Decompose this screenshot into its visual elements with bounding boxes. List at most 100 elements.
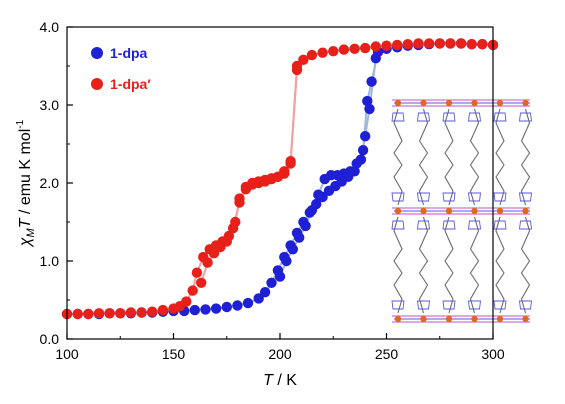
- data-point-1-dpa-prime: [181, 296, 192, 307]
- inset-pyridyl-ring: [493, 220, 507, 230]
- inset-pillar-ligand: [393, 108, 403, 206]
- data-point-1-dpa: [366, 76, 377, 87]
- data-point-1-dpa-prime: [83, 308, 94, 320]
- inset-pillar-ligand: [469, 216, 480, 314]
- data-point-1-dpa-prime: [196, 277, 207, 288]
- data-point-1-dpa-prime: [338, 44, 350, 55]
- data-point-1-dpa-prime: [202, 257, 213, 268]
- inset-layer-bonds: [392, 99, 530, 107]
- data-point-1-dpa-prime: [349, 43, 360, 54]
- axis-ticks: 100 150 200 250 300 0.0 1.0 2.0 3.0 4.0: [40, 19, 505, 362]
- inset-metal-atom: [420, 315, 427, 323]
- data-point-1-dpa: [351, 158, 362, 169]
- y-axis-title-rest: / emu K mol: [17, 129, 34, 219]
- inset-pyridyl-ring: [416, 220, 431, 230]
- y-tick-label: 4.0: [40, 19, 60, 35]
- y-tick-label: 1.0: [40, 253, 60, 269]
- inset-pyridyl-ring: [442, 112, 456, 122]
- inset-metal-atom: [471, 207, 478, 215]
- data-point-1-dpa-prime: [328, 46, 339, 57]
- data-point-1-dpa: [266, 277, 277, 288]
- inset-metal-atom: [471, 99, 478, 107]
- data-point-1-dpa-prime: [370, 41, 381, 52]
- inset-metal-atom: [445, 99, 453, 107]
- inset-pillar-ligand: [444, 216, 454, 314]
- inset-pyridyl-ring: [391, 192, 405, 202]
- inset-pyridyl-ring: [416, 112, 431, 122]
- inset-metal-atom: [496, 315, 504, 323]
- x-axis-title-italic: T: [263, 372, 274, 389]
- data-point-1-dpa-prime: [147, 306, 158, 317]
- data-point-1-dpa-prime: [306, 49, 318, 61]
- data-point-1-dpa: [313, 189, 324, 200]
- data-point-1-dpa: [281, 255, 292, 267]
- inset-pyridyl-ring: [467, 192, 482, 202]
- data-point-1-dpa: [300, 220, 311, 232]
- data-point-1-dpa-prime: [279, 168, 290, 179]
- inset-pyridyl-ring: [518, 220, 533, 230]
- inset-pyridyl-ring: [493, 192, 507, 202]
- data-point-1-dpa: [200, 304, 211, 315]
- crystal-structure-inset: [388, 95, 536, 327]
- x-tick-label: 300: [481, 346, 505, 362]
- inset-metal-atom: [445, 315, 453, 323]
- inset-pyridyl-ring: [442, 220, 456, 230]
- inset-metal-atom: [445, 207, 453, 215]
- data-point-1-dpa-prime: [191, 267, 203, 278]
- data-point-1-dpa: [221, 301, 232, 313]
- inset-metal-atom: [394, 207, 402, 215]
- data-point-1-dpa: [242, 297, 254, 309]
- inset-layer-bonds: [392, 207, 530, 215]
- inset-pyridyl-ring: [518, 300, 533, 310]
- legend-item-1-dpa-prime: 1-dpa′: [91, 76, 151, 92]
- inset-metal-atom: [420, 207, 427, 215]
- inset-pillar-ligand: [418, 108, 429, 206]
- data-point-1-dpa: [287, 244, 298, 255]
- inset-layer-bonds: [392, 315, 530, 323]
- inset-pillar-ligand: [520, 108, 531, 206]
- data-point-1-dpa-prime: [392, 39, 403, 51]
- y-tick-label: 2.0: [40, 175, 60, 191]
- data-point-1-dpa: [357, 145, 369, 156]
- legend-item-1-dpa: 1-dpa: [91, 45, 148, 61]
- inset-pyridyl-ring: [416, 300, 431, 310]
- legend-label-1-dpa-prime: 1-dpa′: [110, 76, 151, 92]
- data-point-1-dpa-prime: [402, 39, 413, 50]
- inset-pyridyl-ring: [467, 300, 482, 310]
- inset-pyridyl-ring: [493, 112, 507, 122]
- svg-text:χMT / emu K mol-1: χMT / emu K mol-1: [15, 119, 37, 248]
- inset-pillar-ligand: [444, 108, 454, 206]
- data-point-1-dpa-prime: [360, 42, 371, 54]
- inset-pillar-ligand: [418, 216, 429, 314]
- data-point-1-dpa-prime: [445, 38, 456, 49]
- data-point-1-dpa-prime: [285, 156, 296, 167]
- legend-marker-1-dpa: [91, 47, 103, 59]
- y-axis-title-t: T: [17, 217, 34, 228]
- data-point-1-dpa-prime: [298, 54, 309, 65]
- y-tick-label: 0.0: [40, 331, 60, 347]
- x-axis-title-rest: / K: [273, 372, 297, 389]
- data-point-1-dpa: [294, 232, 305, 243]
- data-point-1-dpa-prime: [291, 60, 303, 72]
- y-axis-title-sup: -1: [15, 119, 26, 128]
- data-point-1-dpa: [364, 103, 375, 115]
- data-point-1-dpa-prime: [234, 197, 245, 208]
- data-point-1-dpa-prime: [381, 40, 392, 51]
- data-point-1-dpa: [189, 304, 200, 316]
- data-point-1-dpa: [360, 131, 371, 142]
- data-point-1-dpa-prime: [187, 285, 198, 296]
- y-axis-title-chi: χ: [17, 237, 34, 248]
- data-point-1-dpa: [362, 95, 373, 107]
- inset-pillar-ligand: [469, 108, 480, 206]
- data-point-1-dpa-prime: [423, 38, 435, 49]
- legend: 1-dpa 1-dpa′: [91, 45, 151, 92]
- data-point-1-dpa-prime: [227, 223, 239, 234]
- inset-pillar-ligand: [495, 216, 505, 314]
- data-point-1-dpa: [306, 205, 318, 216]
- data-point-1-dpa: [274, 271, 286, 282]
- inset-pyridyl-ring: [467, 112, 482, 122]
- data-point-1-dpa: [345, 166, 356, 177]
- data-point-1-dpa-prime: [434, 38, 445, 49]
- inset-pyridyl-ring: [518, 112, 533, 122]
